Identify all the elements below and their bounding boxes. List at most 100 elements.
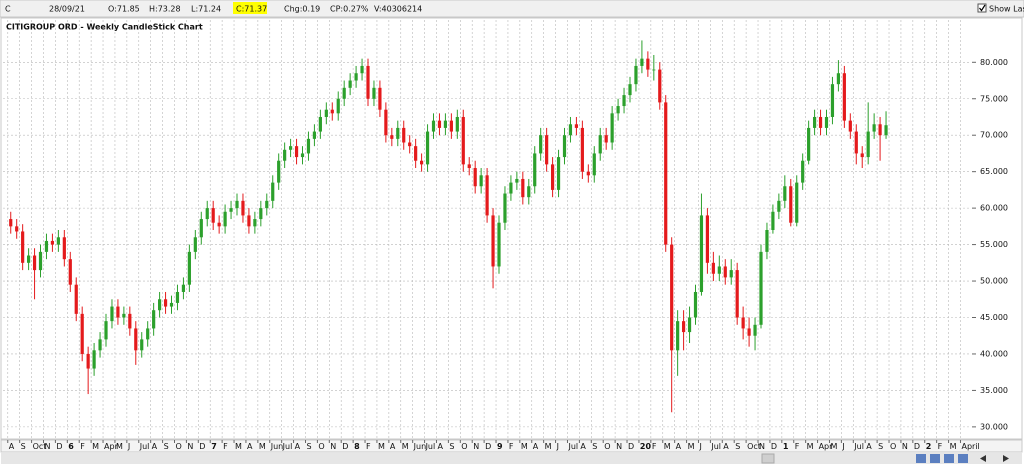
nav-left[interactable] (980, 455, 986, 462)
candle-body (348, 80, 352, 88)
x-tick-label: Oct (747, 442, 761, 451)
x-tick-label: S (735, 442, 740, 451)
x-tick-label: O (175, 442, 181, 451)
candle-body (610, 113, 614, 143)
candle-body (38, 251, 43, 271)
candle-body (604, 135, 608, 143)
candle-body (437, 120, 442, 128)
candle-body (681, 321, 686, 333)
candle-body (818, 116, 823, 128)
candle-body (729, 270, 733, 278)
candle-body (378, 87, 382, 110)
candle-body (372, 87, 376, 99)
x-tick-label: M (259, 442, 266, 451)
candle-body (140, 339, 144, 351)
candle-body (223, 211, 227, 227)
scroll-thumb[interactable] (761, 453, 775, 464)
x-tick-label: S (449, 442, 454, 451)
date: 28/09/21 (49, 5, 85, 14)
candle-body (271, 182, 275, 201)
candle-body (104, 321, 108, 340)
candle-body (86, 353, 90, 369)
candle-body (568, 124, 573, 136)
x-tick-label: D (342, 442, 348, 451)
volume: V:40306214 (374, 5, 422, 14)
show-last-checkbox[interactable] (977, 3, 987, 13)
x-tick-label: A (390, 442, 396, 451)
candle-body (735, 270, 739, 318)
candle-body (586, 171, 590, 176)
candle-body (98, 339, 102, 351)
candle-body (134, 328, 138, 351)
x-tick-label: N (187, 442, 193, 451)
x-tick-label: M (950, 442, 957, 451)
x-tick-label: A (533, 442, 539, 451)
candle-body (872, 124, 876, 132)
candle-body (306, 138, 311, 154)
candle-body (854, 131, 858, 154)
candle-body (842, 73, 846, 121)
plot-frame (0, 17, 1023, 440)
x-tick-label: N (616, 442, 622, 451)
candle-body (556, 157, 561, 190)
nav-button[interactable] (944, 454, 954, 463)
candle-body (848, 120, 852, 132)
candle-body (836, 73, 841, 85)
y-tick-label: 75.000 (980, 94, 1008, 103)
x-tick-label: D (199, 442, 205, 451)
nav-right[interactable] (1003, 455, 1009, 462)
symbol: C (5, 5, 11, 14)
x-tick-label: M (378, 442, 385, 451)
y-tick-label: 50.000 (980, 277, 1008, 286)
candle-body (152, 310, 156, 329)
nav-button[interactable] (958, 454, 968, 463)
x-tick-label: A (866, 442, 872, 451)
candle-body (467, 164, 471, 169)
candle-body (408, 142, 412, 147)
candle-body (9, 219, 13, 227)
nav-button[interactable] (916, 454, 926, 463)
scrollbar[interactable] (1, 453, 1022, 464)
candle-body (783, 186, 787, 201)
candle-body (723, 266, 727, 278)
x-tick-label: A (723, 442, 729, 451)
nav-button[interactable] (930, 454, 940, 463)
show-last-label[interactable]: Show Last (989, 5, 1024, 14)
candle-body (562, 135, 567, 158)
x-tick-label: S (878, 442, 883, 451)
candle-body (300, 153, 305, 158)
candle-body (830, 84, 835, 117)
y-tick-label: 40.000 (980, 349, 1008, 358)
candle-body (354, 73, 358, 81)
candle-body (92, 350, 96, 369)
candle-body (545, 135, 549, 165)
candle-body (658, 69, 662, 103)
candle-body (312, 131, 317, 139)
candle-body (360, 65, 364, 74)
candle-body (80, 313, 84, 354)
candle-body (425, 131, 430, 165)
x-tick-label: M (92, 442, 99, 451)
x-tick-label: Apr (819, 442, 834, 451)
candle-body (68, 259, 72, 285)
candle-body (146, 328, 150, 340)
candle-body (74, 284, 78, 314)
candle-body (866, 131, 870, 158)
x-tick-label: Oct (33, 442, 47, 451)
candle-body (574, 124, 579, 128)
candle-body (479, 175, 483, 187)
candle-body (187, 251, 191, 285)
x-tick-label: Jun (270, 442, 284, 451)
candle-body (628, 84, 632, 96)
candle-body (884, 125, 888, 136)
x-tick-label: F (509, 442, 514, 451)
x-tick-label: F (223, 442, 228, 451)
x-tick-label: 8 (354, 442, 360, 451)
x-tick-label: F (80, 442, 85, 451)
x-tick-label: F (652, 442, 657, 451)
x-tick-label: M (664, 442, 671, 451)
x-tick-label: J (698, 442, 701, 451)
y-tick-label: 80.000 (980, 58, 1008, 67)
x-tick-label: A (247, 442, 253, 451)
candle-body (824, 116, 829, 128)
